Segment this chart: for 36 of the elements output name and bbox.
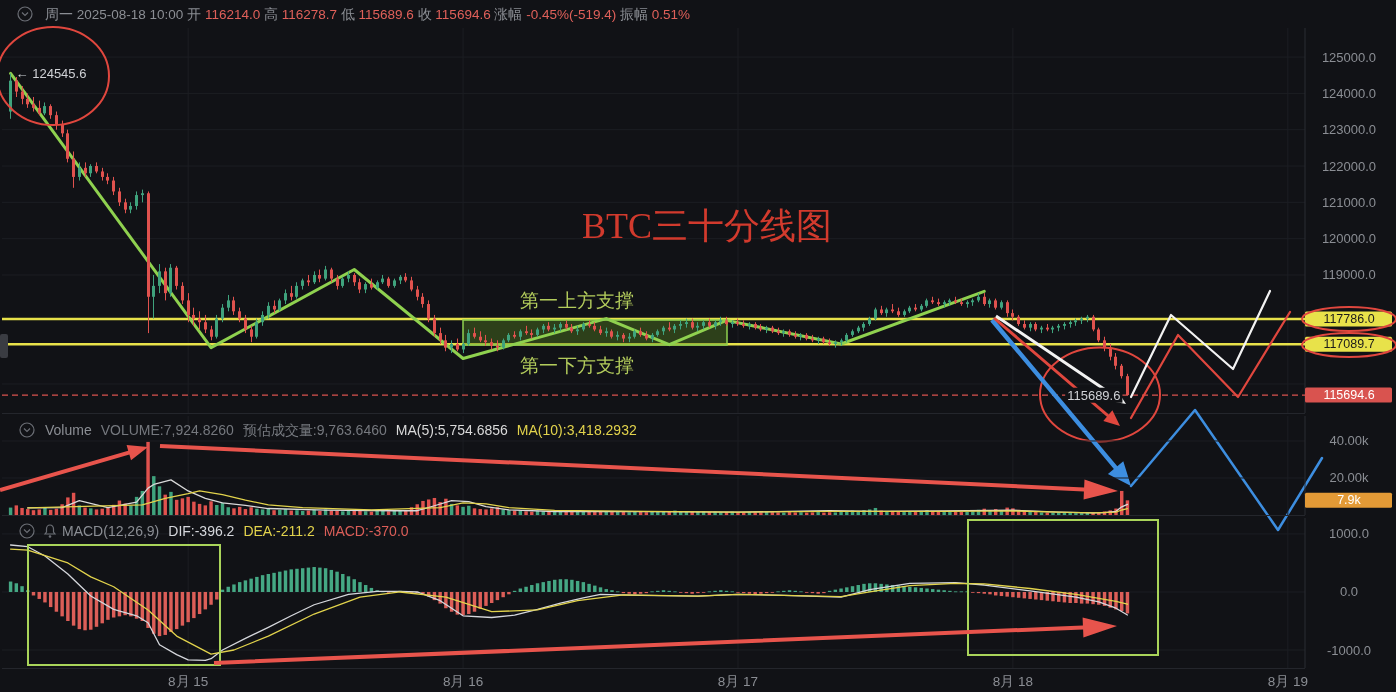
x-tick-label: 8月 17 xyxy=(717,673,759,689)
y-tick-label: 124000.0 xyxy=(1321,85,1377,101)
y-tick-label: 125000.0 xyxy=(1321,49,1377,65)
text: BTC三十分线图 xyxy=(581,206,833,246)
annotation: 预估成交量:9,763.6460 xyxy=(242,422,387,438)
y-tick-label: 1000.0 xyxy=(1329,526,1369,542)
y-tick-label: 7.9k xyxy=(1337,493,1362,508)
x-tick-label: 8月 18 xyxy=(992,673,1034,689)
y-tick-label: 20.00k xyxy=(1329,470,1370,486)
text: 周一 2025-08-18 10:00 开 116214.0 高 116278.7 低 115689.6 收 115694.6 涨幅 -0.45%(-519.4) 振幅 0.51% xyxy=(45,6,691,22)
y-tick-label: 121000.0 xyxy=(1321,194,1377,210)
y-tick-label: 122000.0 xyxy=(1321,158,1377,174)
y-tick-label: 40.00k xyxy=(1329,433,1370,449)
x-tick-label: 8月 16 xyxy=(442,673,484,689)
y-tick-label: 0.0 xyxy=(1339,584,1359,600)
y-tick-label: 120000.0 xyxy=(1321,231,1377,247)
chart-title: MACD(12,26,9) xyxy=(62,523,160,539)
annotation: 第一下方支撑 xyxy=(520,354,635,376)
x-tick-label: 8月 19 xyxy=(1267,673,1308,689)
text: MACD:-370.0 xyxy=(323,523,409,539)
y-tick-label: 119000.0 xyxy=(1322,267,1376,283)
annotation: 第一上方支撑 xyxy=(520,289,635,311)
text: MA(5):5,754.6856 xyxy=(395,422,509,438)
text: MA(10):3,418.2932 xyxy=(516,422,637,438)
annotation: ← 124545.6 xyxy=(15,66,87,82)
annotation: VOLUME:7,924.8260 xyxy=(100,422,234,438)
x-tick-label: 8月 15 xyxy=(168,673,209,689)
text: Volume xyxy=(45,422,92,438)
y-tick-label: 123000.0 xyxy=(1321,122,1377,138)
ref-line-label: 115694.6 xyxy=(1323,388,1375,403)
text: DIF:-396.2 xyxy=(168,523,235,539)
ref-line-label: 117089.7 xyxy=(1323,337,1375,352)
annotation: 115689.6 xyxy=(1067,387,1121,403)
text: DEA:-211.2 xyxy=(243,523,315,539)
y-tick-label: -1000.0 xyxy=(1326,642,1372,658)
ref-line-label: 117786.0 xyxy=(1323,312,1375,327)
